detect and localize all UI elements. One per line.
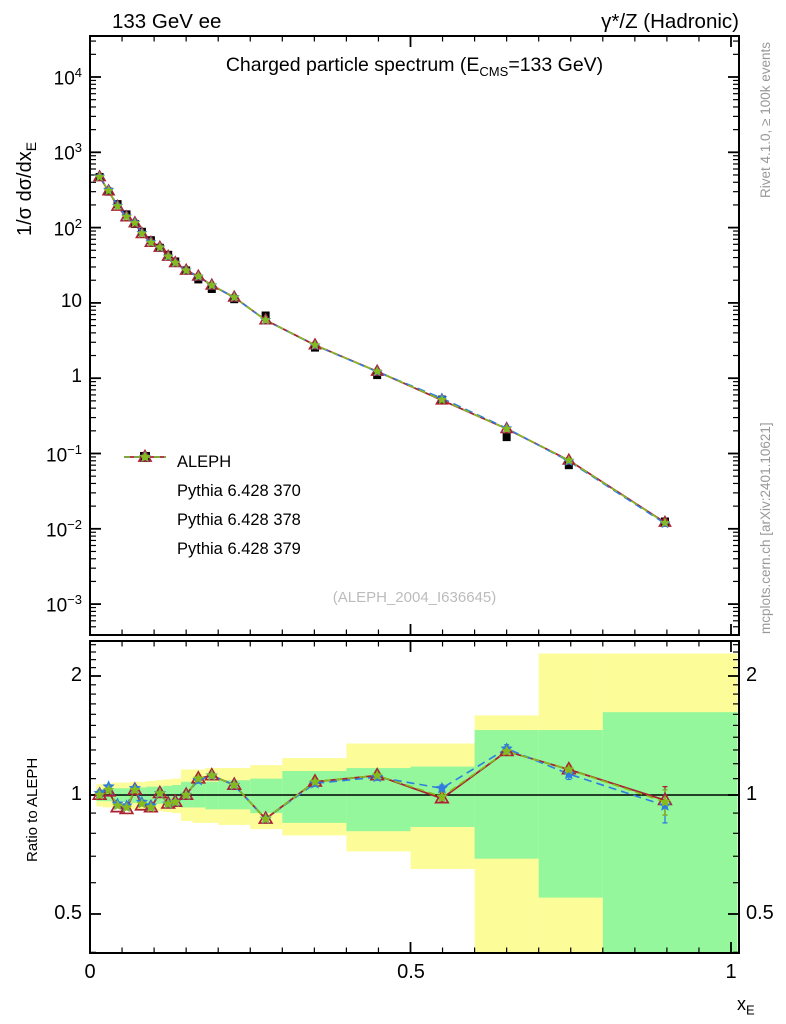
tick-label: 0.5: [397, 961, 425, 983]
legend-label: ALEPH: [177, 453, 232, 471]
plot-title: Charged particle spectrum (ECMS=133 GeV): [225, 54, 604, 79]
analysis-watermark: (ALEPH_2004_I636645): [332, 589, 497, 606]
tick-label: 10−2: [46, 517, 82, 542]
tick-label: 1: [70, 783, 82, 805]
ratio-frame: [89, 640, 740, 954]
axis-ticks: [89, 36, 739, 953]
header-beam-label: 133 GeV ee: [112, 10, 222, 33]
pythia-378-marker-icon: [122, 450, 168, 530]
tick-label: 10−1: [46, 442, 82, 467]
green-band-step: [538, 730, 603, 898]
tick-label: 102: [53, 216, 82, 241]
legend-item-pythia-379: Pythia 6.428 379: [122, 451, 301, 564]
green-band-step: [602, 712, 738, 953]
generator-note: Rivet 4.1.0, ≥ 100k events: [758, 42, 773, 198]
legend-label: Pythia 6.428 370: [177, 482, 301, 500]
ratio-uncertainty-bands: [96, 653, 738, 953]
tick-label: 10: [60, 291, 82, 312]
tick-label: 2: [70, 664, 82, 686]
tick-label: 0: [84, 961, 96, 983]
header-process-label: γ*/Z (Hadronic): [601, 10, 739, 33]
tick-label: 2: [746, 664, 758, 686]
tick-label: 103: [53, 140, 82, 165]
pythia-379-marker-icon: [122, 451, 168, 559]
legend-label: Pythia 6.428 378: [177, 511, 301, 529]
tick-label: 104: [53, 65, 82, 90]
legend-item-pythia-378: Pythia 6.428 378: [122, 450, 301, 535]
tick-label: 0.5: [54, 902, 82, 924]
tick-label: 1: [725, 961, 737, 983]
pythia-370-marker-icon: [122, 448, 168, 501]
mcplots-note: mcplots.cern.ch [arXiv:2401.10621]: [758, 422, 773, 634]
legend: ALEPH Pythia 6.428 370 Pythia 6.428 378 …: [122, 448, 301, 564]
tick-label: 1: [71, 366, 82, 387]
main-series: [92, 169, 672, 529]
ratio-series: [91, 742, 673, 825]
tick-label: 10−3: [46, 592, 82, 617]
tick-label: 0.5: [746, 902, 774, 924]
main-frame: [89, 35, 740, 636]
legend-label: Pythia 6.428 379: [177, 540, 301, 558]
x-axis-title: xE: [737, 994, 755, 1018]
legend-item-pythia-370: Pythia 6.428 370: [122, 448, 301, 506]
ratio-axis-title: Ratio to ALEPH: [24, 757, 41, 862]
tick-label: 1: [746, 783, 758, 805]
